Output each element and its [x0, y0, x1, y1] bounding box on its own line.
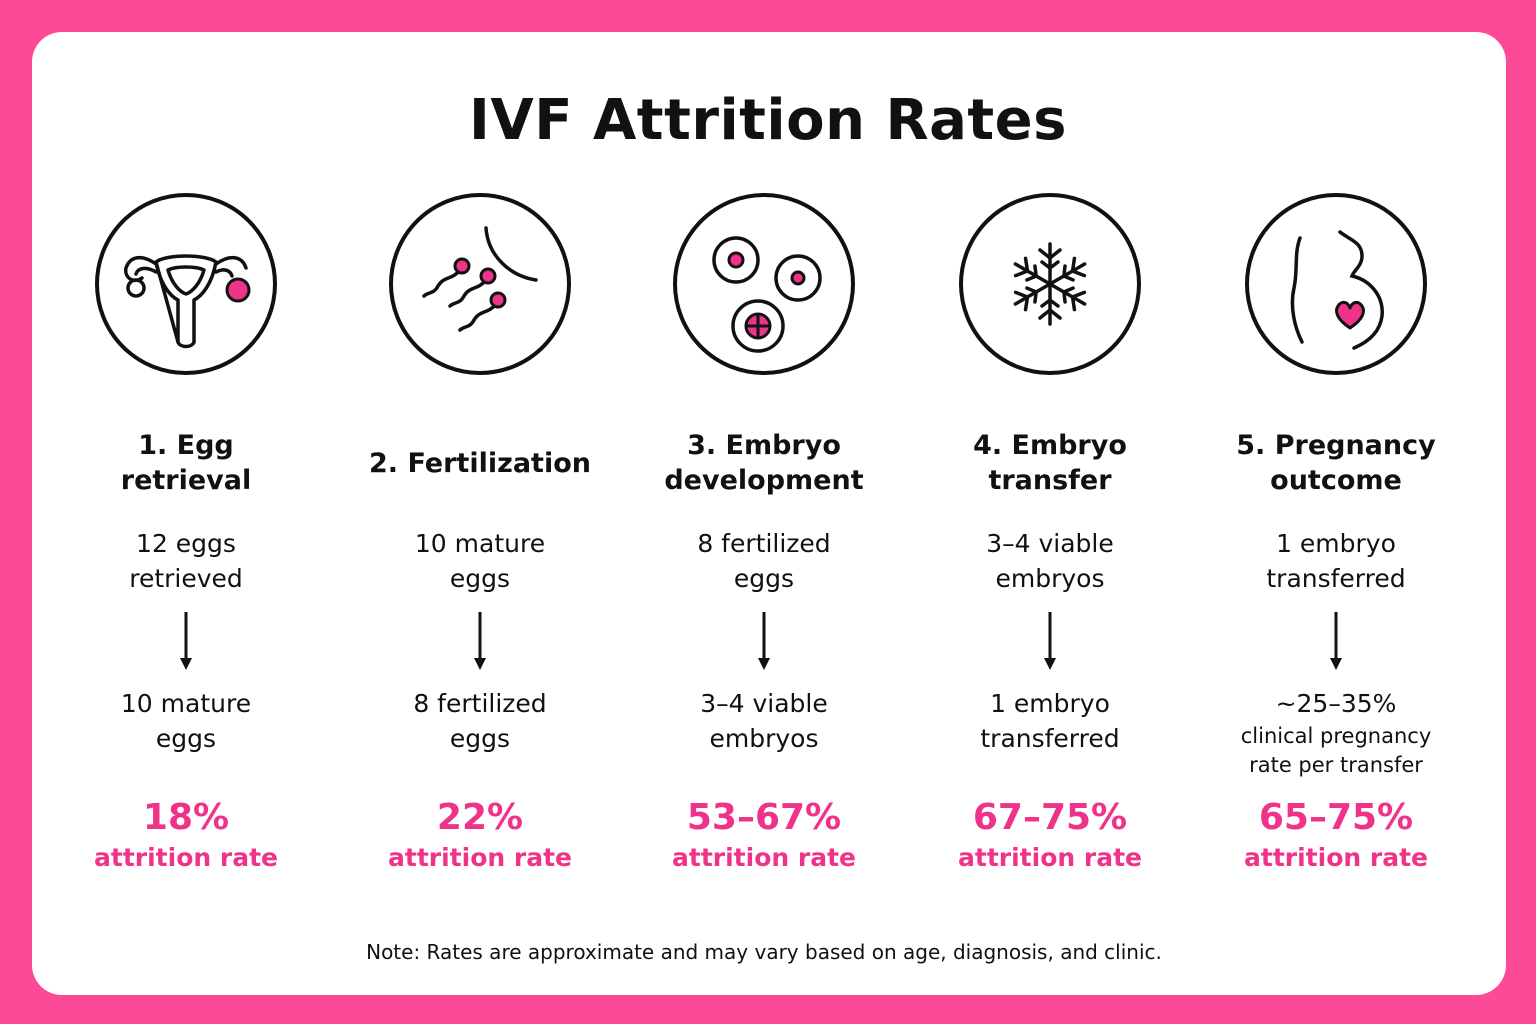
step-title: 1. Egg retrieval [120, 430, 252, 496]
footnote: Note: Rates are approximate and may vary… [366, 940, 1162, 964]
snowflake-icon [958, 192, 1142, 376]
step-title: 2. Fertilization [369, 447, 591, 479]
step-embryo-development: 3. Embryo development 8 fertilized eggs … [614, 192, 914, 892]
arrow-down-icon [180, 612, 192, 670]
embryo-cells-icon [672, 192, 856, 376]
attrition-rate: 53–67% [686, 797, 842, 838]
step-egg-retrieval: 1. Egg retrieval 12 eggs retrieved 10 ma… [36, 192, 336, 892]
attrition-rate-label: attrition rate [1244, 843, 1428, 872]
arrow-down-icon [758, 612, 770, 670]
to-value: ~25–35% [1275, 689, 1397, 718]
attrition-rate-label: attrition rate [672, 843, 856, 872]
arrow-down-icon [474, 612, 486, 670]
step-title: 4. Embryo transfer [973, 430, 1127, 496]
sperm-egg-icon [388, 192, 572, 376]
attrition-rate-label: attrition rate [94, 843, 278, 872]
from-value: 1 embryo transferred [1266, 529, 1406, 593]
card [32, 32, 1506, 995]
attrition-rate: 67–75% [972, 797, 1128, 838]
to-value: 1 embryo transferred [980, 689, 1120, 753]
from-value: 8 fertilized eggs [697, 529, 831, 593]
step-pregnancy-outcome: 5. Pregnancy outcome 1 embryo transferre… [1186, 192, 1486, 892]
page-title: IVF Attrition Rates [469, 88, 1067, 153]
to-value-caption: clinical pregnancy rate per transfer [1240, 724, 1432, 777]
arrow-down-icon [1330, 612, 1342, 670]
arrow-down-icon [1044, 612, 1056, 670]
attrition-rate: 18% [142, 797, 230, 838]
from-value: 10 mature eggs [414, 529, 546, 593]
from-value: 3–4 viable embryos [986, 529, 1114, 593]
attrition-rate-label: attrition rate [388, 843, 572, 872]
to-value: 8 fertilized eggs [413, 689, 547, 753]
to-value: 3–4 viable embryos [700, 689, 828, 753]
attrition-rate-label: attrition rate [958, 843, 1142, 872]
step-fertilization: 2. Fertilization 10 mature eggs 8 fertil… [330, 192, 630, 892]
pregnant-belly-heart-icon [1244, 192, 1428, 376]
attrition-rate: 65–75% [1258, 797, 1414, 838]
step-title: 3. Embryo development [664, 430, 864, 496]
uterus-ovaries-icon [94, 192, 278, 376]
step-embryo-transfer: 4. Embryo transfer 3–4 viable embryos 1 … [900, 192, 1200, 892]
step-title: 5. Pregnancy outcome [1236, 430, 1436, 496]
from-value: 12 eggs retrieved [129, 529, 243, 593]
attrition-rate: 22% [436, 797, 524, 838]
to-value: 10 mature eggs [120, 689, 252, 753]
